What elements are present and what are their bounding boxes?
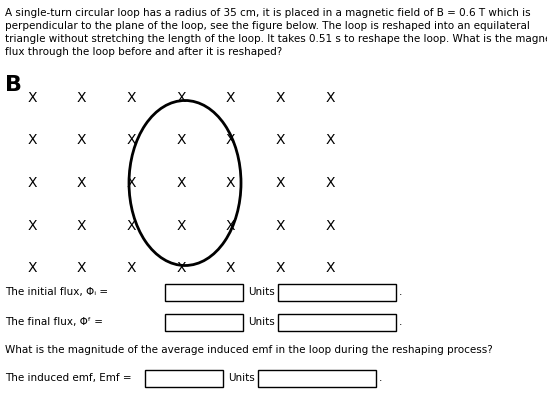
Text: X: X — [126, 261, 136, 275]
Bar — [278, 284, 396, 301]
Text: X: X — [176, 218, 186, 233]
Text: X: X — [27, 176, 37, 190]
Text: ∨: ∨ — [388, 317, 395, 327]
Text: .: . — [379, 373, 382, 383]
Text: .: . — [399, 317, 403, 327]
Text: X: X — [325, 261, 335, 275]
Text: Select an answer: Select an answer — [282, 287, 371, 297]
Text: X: X — [77, 91, 86, 105]
Bar — [165, 314, 243, 331]
Text: X: X — [126, 91, 136, 105]
Text: Select an answer: Select an answer — [282, 317, 371, 327]
Text: X: X — [27, 91, 37, 105]
Text: The induced emf, Emf =: The induced emf, Emf = — [5, 373, 132, 383]
Text: perpendicular to the plane of the loop, see the figure below. The loop is reshap: perpendicular to the plane of the loop, … — [5, 21, 530, 31]
Bar — [165, 284, 243, 301]
Text: X: X — [226, 218, 235, 233]
Text: X: X — [27, 218, 37, 233]
Text: X: X — [126, 176, 136, 190]
Text: The initial flux, Φᵢ =: The initial flux, Φᵢ = — [5, 287, 108, 297]
Bar — [258, 370, 376, 387]
Text: A single-turn circular loop has a radius of 35 cm, it is placed in a magnetic fi: A single-turn circular loop has a radius… — [5, 8, 531, 18]
Text: X: X — [276, 133, 285, 147]
Text: X: X — [325, 133, 335, 147]
Text: ∨: ∨ — [368, 373, 375, 383]
Text: flux through the loop before and after it is reshaped?: flux through the loop before and after i… — [5, 47, 282, 57]
Text: X: X — [325, 218, 335, 233]
Text: Select an answer: Select an answer — [262, 373, 352, 383]
Text: X: X — [226, 91, 235, 105]
Text: X: X — [77, 261, 86, 275]
Text: X: X — [77, 176, 86, 190]
Text: The final flux, Φᶠ =: The final flux, Φᶠ = — [5, 317, 103, 327]
Text: B: B — [5, 75, 22, 95]
Text: ∨: ∨ — [388, 287, 395, 297]
Text: X: X — [276, 261, 285, 275]
Text: X: X — [276, 91, 285, 105]
Text: X: X — [325, 176, 335, 190]
Bar — [145, 370, 223, 387]
Text: X: X — [27, 133, 37, 147]
Text: .: . — [399, 287, 403, 297]
Text: X: X — [226, 176, 235, 190]
Text: X: X — [27, 261, 37, 275]
Text: X: X — [77, 133, 86, 147]
Text: X: X — [126, 133, 136, 147]
Text: X: X — [226, 261, 235, 275]
Text: X: X — [176, 91, 186, 105]
Text: X: X — [276, 176, 285, 190]
Text: What is the magnitude of the average induced emf in the loop during the reshapin: What is the magnitude of the average ind… — [5, 345, 493, 355]
Text: Units: Units — [248, 317, 275, 327]
Text: X: X — [176, 261, 186, 275]
Bar — [278, 314, 396, 331]
Text: X: X — [276, 218, 285, 233]
Text: Units: Units — [228, 373, 255, 383]
Text: X: X — [77, 218, 86, 233]
Text: Units: Units — [248, 287, 275, 297]
Text: X: X — [126, 218, 136, 233]
Text: triangle without stretching the length of the loop. It takes 0.51 s to reshape t: triangle without stretching the length o… — [5, 34, 547, 44]
Text: X: X — [325, 91, 335, 105]
Text: X: X — [176, 176, 186, 190]
Text: X: X — [226, 133, 235, 147]
Text: X: X — [176, 133, 186, 147]
